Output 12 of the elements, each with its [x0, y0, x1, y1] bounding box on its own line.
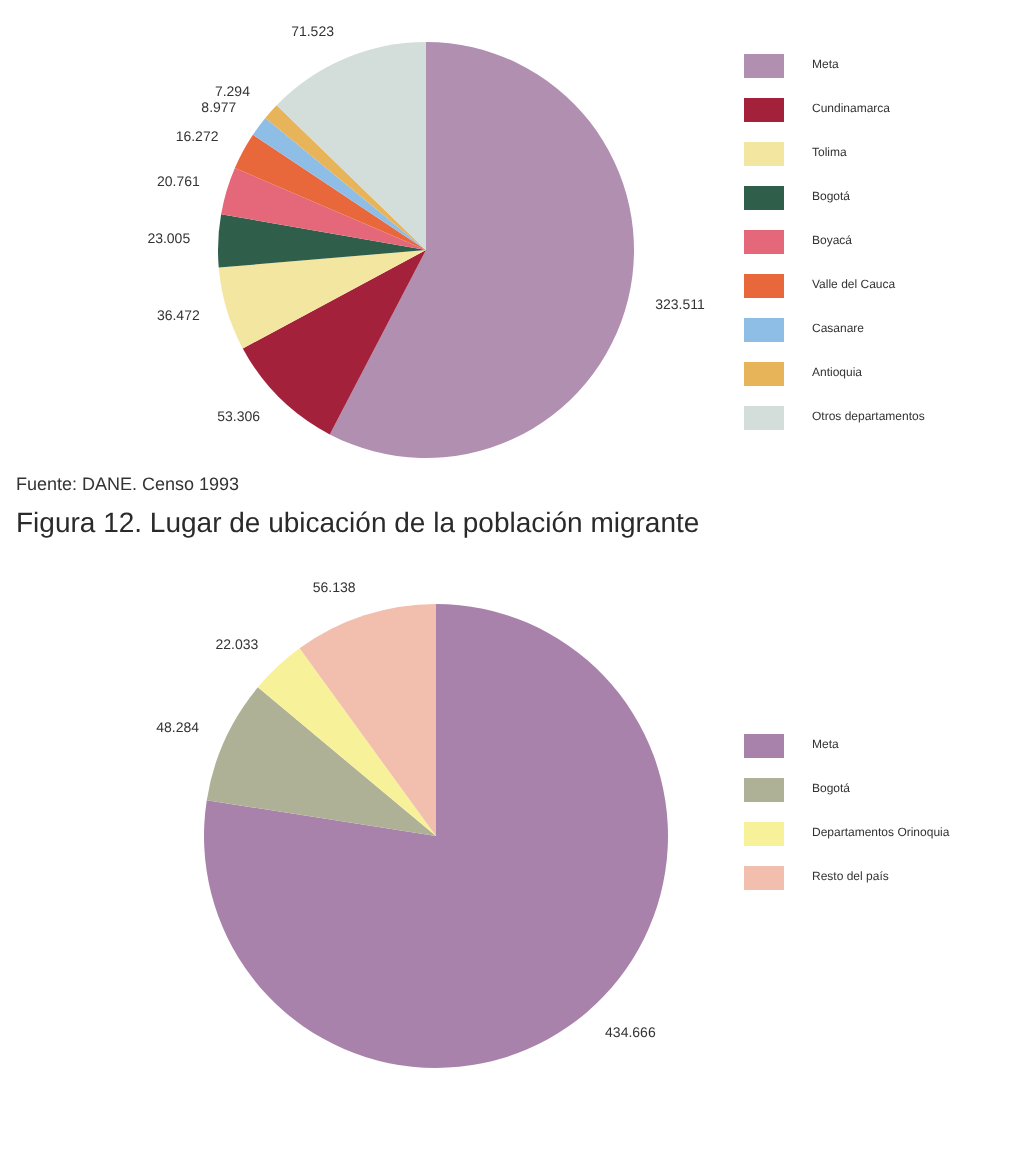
- source-note: Fuente: DANE. Censo 1993: [16, 474, 242, 494]
- pie-slice: [276, 42, 426, 250]
- pie-slice: [218, 214, 426, 268]
- pie-slice: [204, 604, 668, 1068]
- pie-slice: [257, 648, 436, 836]
- pie-slice: [329, 42, 634, 458]
- pie-slice: [218, 250, 426, 349]
- pie-slice: [234, 134, 426, 250]
- pie-slice: [206, 687, 436, 836]
- pie-slice: [299, 604, 436, 836]
- chart-title: Figura 12. Lugar de ubicación de la población migrante: [16, 506, 702, 538]
- pie-slice: [221, 167, 426, 250]
